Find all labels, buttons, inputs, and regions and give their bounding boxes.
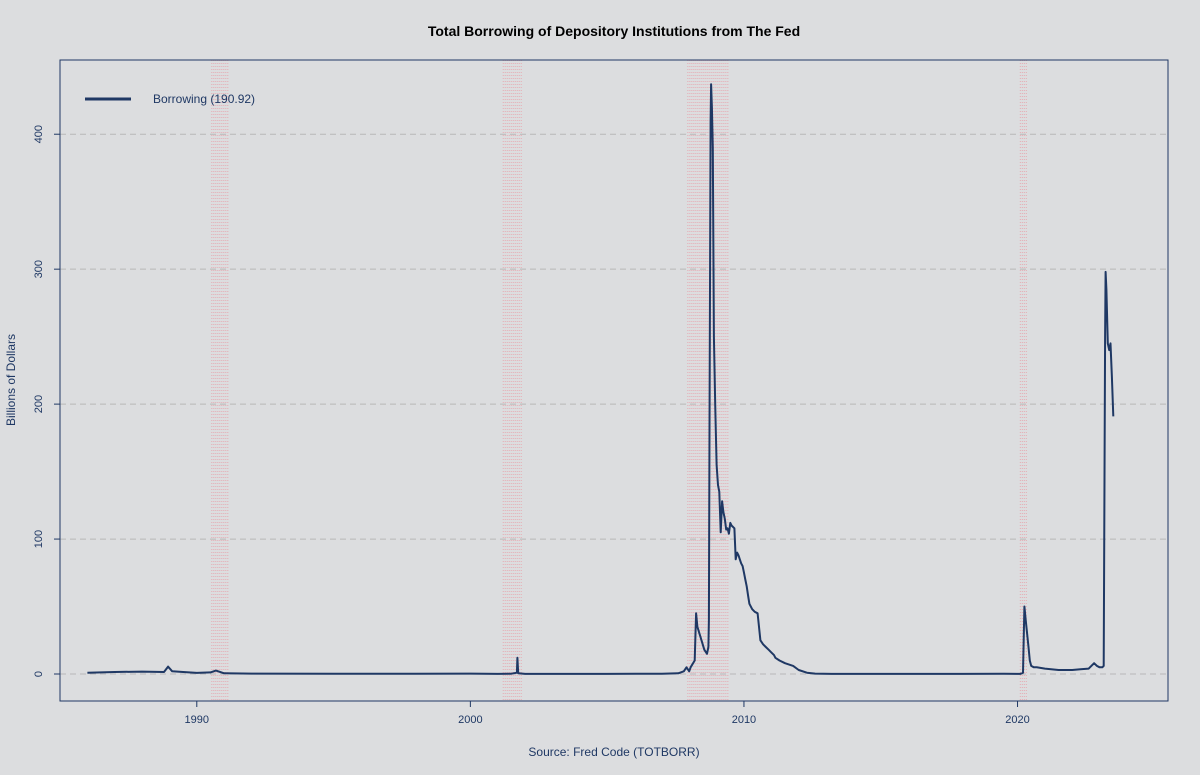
- recession-band: [1019, 60, 1027, 701]
- series-line: [87, 83, 1115, 675]
- x-tick-label: 1990: [185, 714, 209, 726]
- legend-label: Borrowing (190.92): [153, 92, 255, 106]
- x-tick-label: 2010: [732, 714, 756, 726]
- y-axis-label: Billions of Dollars: [4, 334, 18, 426]
- y-tick-label: 0: [33, 671, 45, 677]
- y-axis-ticks: 0 100 200 300 400: [33, 125, 60, 677]
- x-axis-label: Source: Fred Code (TOTBORR): [528, 745, 699, 759]
- y-tick-label: 100: [33, 530, 45, 548]
- legend: Borrowing (190.92): [85, 92, 255, 106]
- x-tick-label: 2000: [458, 714, 482, 726]
- y-tick-label: 200: [33, 395, 45, 413]
- series-lines: [87, 83, 1115, 675]
- grid-lines: [60, 133, 1168, 675]
- x-axis-ticks: 1990 2000 2010 2020: [185, 701, 1030, 726]
- y-tick-label: 300: [33, 260, 45, 278]
- x-tick-label: 2020: [1005, 714, 1029, 726]
- recession-band: [687, 60, 729, 701]
- recession-band: [211, 60, 229, 701]
- chart-title: Total Borrowing of Depository Institutio…: [428, 23, 800, 39]
- plot-frame: [59, 59, 1169, 702]
- recession-bands: [211, 60, 1027, 701]
- recession-band: [502, 60, 522, 701]
- y-tick-label: 400: [33, 125, 45, 143]
